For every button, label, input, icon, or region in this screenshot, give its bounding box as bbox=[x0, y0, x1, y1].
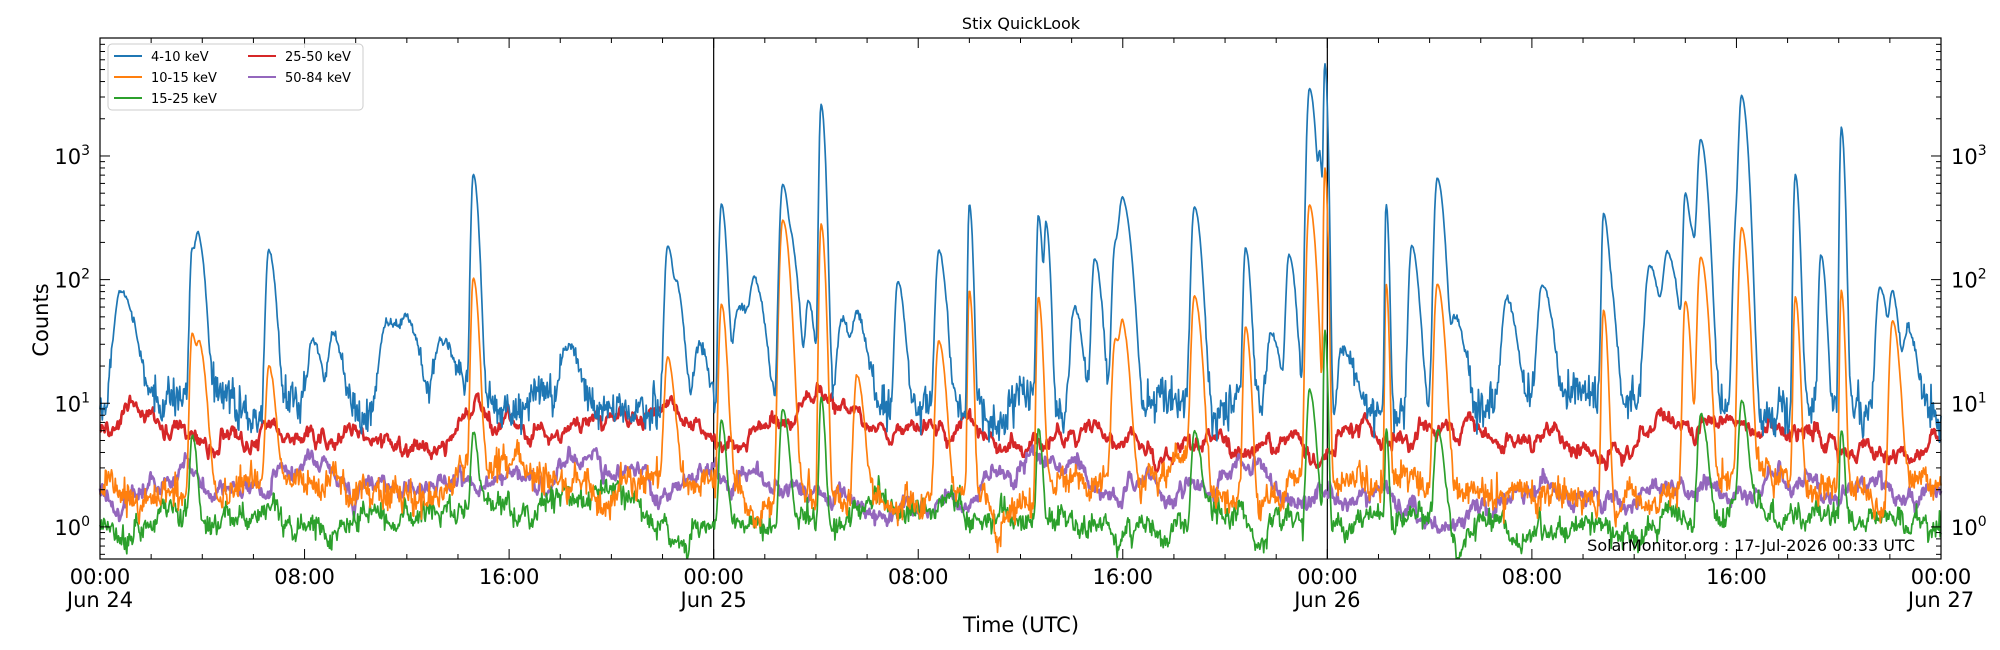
series-line-10-15-kev bbox=[99, 167, 1942, 554]
y-tick-label: 103 bbox=[54, 143, 90, 169]
x-tick-time-label: 16:00 bbox=[1093, 565, 1154, 589]
x-tick-date-label: Jun 24 bbox=[65, 588, 133, 612]
plot-area bbox=[98, 38, 1943, 559]
x-axis-label: Time (UTC) bbox=[962, 613, 1079, 637]
legend: 4-10 keV 10-15 keV 15-25 keV 25-50 keV 50-84… bbox=[107, 43, 364, 111]
y-tick-label: 100 bbox=[1951, 514, 1987, 540]
chart-title: Stix QuickLook bbox=[962, 14, 1081, 33]
y-tick-label: 102 bbox=[54, 267, 90, 293]
x-tick-date-label: Jun 27 bbox=[1906, 588, 1974, 612]
x-tick-time-label: 16:00 bbox=[479, 565, 540, 589]
x-tick-time-label: 08:00 bbox=[1502, 565, 1563, 589]
x-tick-time-label: 08:00 bbox=[888, 565, 949, 589]
legend-label: 4-10 keV bbox=[151, 50, 209, 65]
legend-box bbox=[107, 43, 364, 111]
watermark-text: SolarMonitor.org : 17-Jul-2026 00:33 UTC bbox=[1587, 536, 1915, 555]
y-axis-label: Counts bbox=[29, 283, 53, 356]
legend-label: 10-15 keV bbox=[151, 71, 217, 86]
x-tick-date-label: Jun 25 bbox=[679, 588, 747, 612]
x-tick-time-label: 00:00 bbox=[1911, 565, 1972, 589]
x-tick-time-label: 00:00 bbox=[683, 565, 744, 589]
x-tick-time-label: 16:00 bbox=[1706, 565, 1767, 589]
y-tick-label: 100 bbox=[54, 514, 90, 540]
plot-frame bbox=[99, 37, 1942, 560]
legend-label: 15-25 keV bbox=[151, 92, 217, 107]
legend-label: 50-84 keV bbox=[285, 71, 351, 86]
y-tick-label: 101 bbox=[54, 390, 90, 416]
legend-label: 25-50 keV bbox=[285, 50, 351, 65]
series-line-25-50-kev bbox=[99, 381, 1942, 473]
x-tick-date-label: Jun 26 bbox=[1292, 588, 1360, 612]
x-tick-time-label: 00:00 bbox=[1297, 565, 1358, 589]
y-tick-label: 102 bbox=[1951, 267, 1987, 293]
y-tick-label: 103 bbox=[1951, 143, 1987, 169]
y-axis-right: 100 101 102 103 bbox=[1931, 37, 1987, 555]
y-axis-left: 100 101 102 103 bbox=[54, 37, 110, 555]
x-tick-time-label: 00:00 bbox=[70, 565, 131, 589]
series-line-4-10-kev bbox=[99, 62, 1942, 444]
x-tick-time-label: 08:00 bbox=[274, 565, 335, 589]
y-tick-label: 101 bbox=[1951, 390, 1987, 416]
series-line-15-25-kev bbox=[99, 329, 1942, 559]
